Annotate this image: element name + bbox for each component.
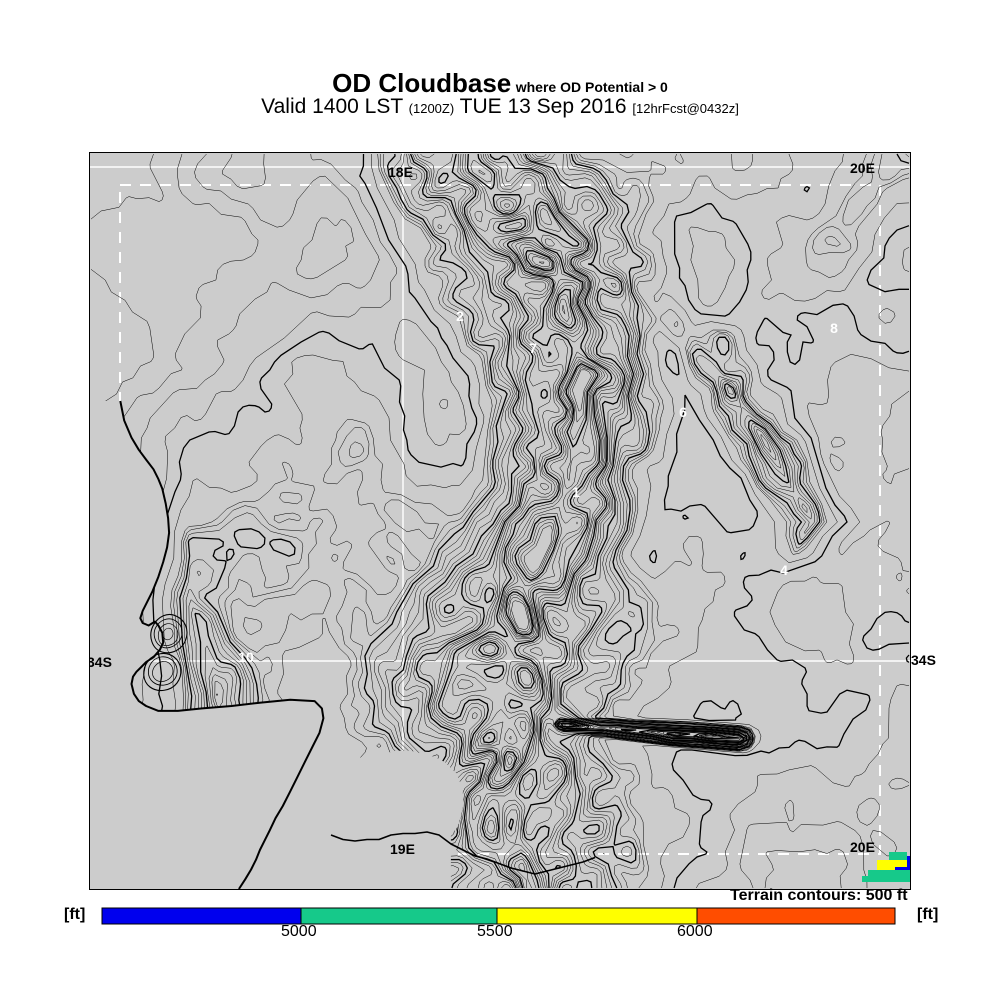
svg-text:2: 2 (456, 308, 464, 324)
svg-text:4: 4 (780, 562, 788, 578)
svg-text:8: 8 (830, 320, 838, 336)
svg-text:19E: 19E (390, 841, 415, 857)
svg-text:34S: 34S (90, 654, 112, 670)
svg-text:1: 1 (572, 484, 580, 500)
svg-text:10: 10 (238, 649, 254, 665)
svg-text:20E: 20E (850, 160, 875, 176)
svg-text:7: 7 (529, 340, 537, 356)
svg-text:6: 6 (679, 404, 687, 420)
svg-text:20E: 20E (850, 839, 875, 855)
svg-text:18E: 18E (388, 164, 413, 180)
